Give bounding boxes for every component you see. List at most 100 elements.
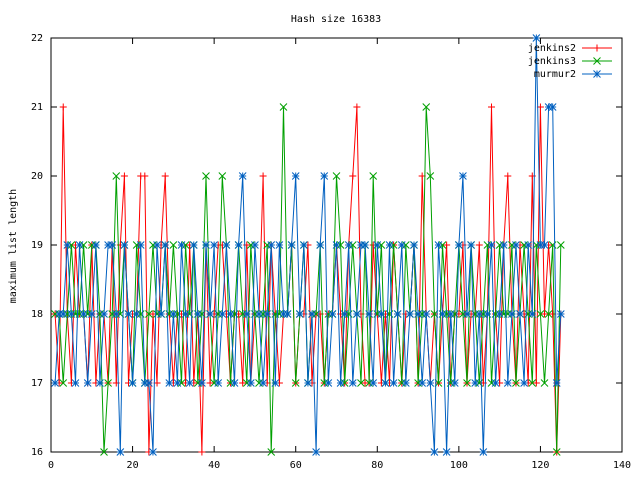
data-point [206,310,214,318]
data-point [418,379,427,387]
y-tick-label: 20 [31,171,43,182]
data-point [426,172,435,180]
data-point [336,379,345,387]
data-point [348,379,357,387]
data-point [381,379,390,387]
data-point [104,379,112,387]
data-point [422,310,431,318]
data-point [520,379,528,387]
data-point [349,172,357,180]
data-point [202,172,210,180]
data-point [157,310,165,318]
data-point [463,379,471,387]
data-point [291,379,300,387]
data-point [426,379,435,387]
data-point [324,379,333,387]
data-point [67,310,76,318]
data-point [434,241,443,249]
data-point [287,241,296,249]
data-point [141,172,149,180]
data-point [495,310,504,318]
data-point [443,241,451,249]
data-point [332,241,341,249]
data-point [145,310,153,318]
data-point [136,241,145,249]
data-point [83,379,92,387]
data-point [499,241,508,249]
data-point [312,448,320,456]
x-tick-label: 0 [48,460,54,471]
x-tick-label: 100 [450,460,468,471]
data-point [344,241,353,249]
data-point [528,379,537,387]
legend-marker [593,44,601,52]
data-point [120,241,129,249]
data-point [467,241,475,249]
data-point [218,310,227,318]
data-point [365,310,373,318]
data-point [100,310,108,318]
data-point [222,241,231,249]
data-point [263,310,272,318]
data-point [124,310,133,318]
data-point [300,241,308,249]
data-point [161,172,169,180]
data-point [177,241,186,249]
y-tick-label: 16 [31,447,43,458]
data-point [512,241,520,249]
series-murmur2 [51,34,565,456]
data-point [540,379,549,387]
data-point [410,241,418,249]
data-point [450,379,459,387]
legend-label: murmur2 [534,69,576,80]
data-point [75,241,84,249]
data-point [516,310,524,318]
data-point [385,241,394,249]
data-point [181,310,190,318]
data-point [475,310,484,318]
data-point [149,448,157,456]
data-point [541,310,549,318]
chart-title: Hash size 16383 [291,14,381,25]
data-point [63,241,72,249]
data-point [259,172,267,180]
data-point [193,310,202,318]
data-point [406,310,414,318]
data-point [479,448,488,456]
data-point [393,310,402,318]
x-tick-label: 80 [371,460,383,471]
data-point [169,241,178,249]
data-point [132,310,141,318]
data-point [556,310,565,318]
data-point [246,379,255,387]
data-point [279,103,288,111]
data-point [471,379,480,387]
y-axis-label: maximum list length [8,189,19,303]
data-point [422,103,431,111]
data-point [230,379,239,387]
data-point [536,310,545,318]
data-point [528,310,537,318]
data-point [165,379,174,387]
data-point [112,310,121,318]
data-point [524,241,533,249]
data-point [59,103,67,111]
data-point [491,379,500,387]
data-point [369,172,378,180]
data-point [100,448,108,456]
data-point [120,172,128,180]
data-point [487,103,495,111]
data-point [548,103,557,111]
data-point [540,241,549,249]
data-point [267,241,276,249]
data-point [430,448,439,456]
legend-marker [593,70,601,78]
data-point [116,448,125,456]
data-point [238,172,247,180]
data-point [267,448,276,456]
data-point [442,448,451,456]
data-point [242,310,251,318]
data-point [51,379,59,387]
data-point [198,448,206,456]
